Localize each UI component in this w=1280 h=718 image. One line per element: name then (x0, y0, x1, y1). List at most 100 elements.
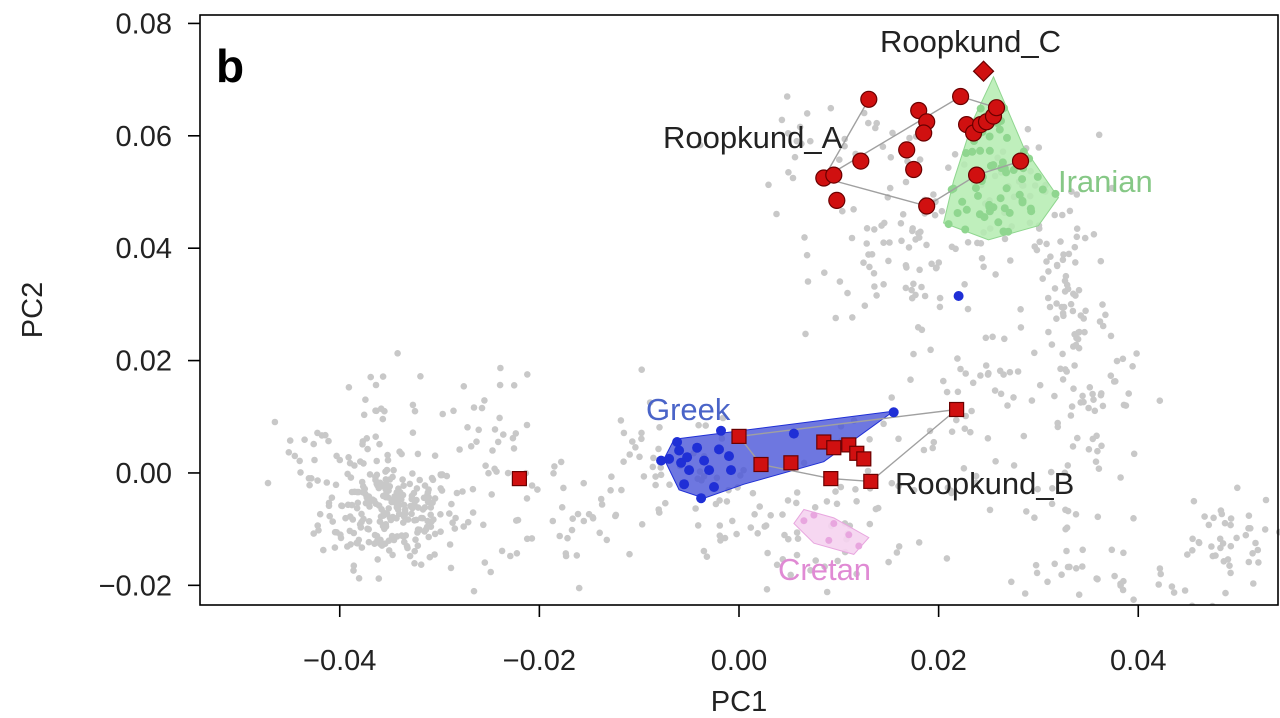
background-sample-dot (861, 302, 869, 310)
background-sample-dot (929, 444, 936, 452)
roopkund-b-point (753, 456, 769, 473)
background-sample-dot (1017, 306, 1024, 313)
background-sample-dot (620, 429, 628, 437)
background-sample-dot (1073, 233, 1081, 241)
background-sample-dot (872, 505, 880, 513)
background-sample-dot (1222, 589, 1229, 597)
background-sample-dot (1031, 514, 1038, 521)
background-sample-dot (636, 453, 643, 461)
background-sample-dot (1117, 474, 1124, 481)
background-sample-dot (886, 184, 894, 192)
background-sample-dot (887, 154, 895, 161)
background-sample-dot (1067, 300, 1075, 308)
greek-point (788, 428, 799, 439)
background-sample-dot (421, 504, 429, 511)
background-sample-dot (1045, 268, 1052, 275)
iranian-sample-dot (1002, 184, 1011, 193)
background-sample-dot (364, 445, 371, 453)
background-sample-dot (638, 429, 645, 437)
background-sample-dot (365, 538, 373, 546)
background-sample-dot (355, 575, 363, 582)
background-sample-dot (285, 449, 293, 456)
background-sample-dot (399, 476, 406, 483)
connector-line (823, 98, 870, 179)
background-sample-dot (1074, 335, 1082, 343)
background-sample-dot (1112, 378, 1119, 385)
greek-point (674, 445, 685, 456)
background-sample-dot (446, 541, 454, 548)
background-sample-dot (695, 421, 702, 429)
background-sample-dot (1031, 349, 1038, 357)
background-sample-dot (496, 414, 503, 422)
background-sample-dot (1059, 211, 1066, 219)
background-sample-dot (1017, 324, 1025, 331)
background-sample-dot (1051, 211, 1058, 219)
roopkund-a-point (852, 152, 870, 170)
panel-label: b (216, 40, 244, 92)
background-sample-dot (1097, 257, 1105, 265)
background-sample-dot (1023, 508, 1030, 515)
roopkund-b-point (731, 428, 747, 444)
background-sample-dot (764, 549, 771, 557)
background-sample-dot (662, 499, 669, 507)
background-sample-dot (1008, 578, 1015, 586)
background-sample-dot (1090, 231, 1098, 238)
background-sample-dot (897, 220, 905, 227)
roopkund-b-point (823, 471, 839, 487)
background-sample-dot (446, 510, 453, 517)
iranian-sample-dot (976, 104, 985, 113)
background-sample-dot (850, 206, 857, 213)
background-sample-dot (419, 514, 427, 522)
background-sample-dot (849, 314, 856, 321)
background-sample-dot (1062, 506, 1069, 514)
background-sample-dot (608, 473, 615, 481)
background-sample-dot (376, 440, 383, 448)
background-sample-dot (1001, 335, 1008, 343)
iranian-sample-dot (961, 225, 970, 234)
background-sample-dot (414, 529, 421, 536)
background-sample-dot (638, 366, 645, 374)
background-sample-dot (507, 552, 514, 560)
background-sample-dot (692, 505, 699, 512)
background-sample-dot (388, 532, 396, 540)
y-tick-label: 0.08 (116, 8, 172, 40)
cretan-sample-dot (855, 542, 863, 550)
background-sample-dot (411, 547, 419, 555)
background-sample-dot (1119, 586, 1127, 594)
background-sample-dot (380, 509, 388, 517)
background-sample-dot (1053, 261, 1061, 269)
background-sample-dot (459, 488, 466, 495)
x-tick-label: 0.04 (1110, 645, 1166, 677)
roopkund-a-point (905, 160, 923, 179)
background-sample-dot (357, 458, 364, 465)
background-sample-dot (1063, 524, 1071, 531)
roopkund-b-point (863, 473, 879, 489)
background-sample-dot (1095, 465, 1103, 473)
background-sample-dot (1113, 357, 1121, 365)
background-sample-dot (1099, 402, 1107, 410)
iranian-sample-dot (1015, 190, 1024, 199)
background-sample-dot (1047, 468, 1055, 476)
background-sample-dot (347, 474, 355, 481)
background-sample-dot (700, 547, 708, 555)
background-sample-dot (1063, 281, 1071, 289)
background-sample-dot (719, 414, 727, 422)
background-sample-dot (1080, 315, 1087, 322)
background-sample-dot (793, 551, 801, 559)
background-sample-dot (961, 425, 969, 433)
background-sample-dot (1133, 350, 1140, 357)
background-sample-dot (953, 416, 960, 424)
background-sample-dot (1068, 188, 1075, 195)
background-sample-dot (1077, 399, 1084, 406)
background-sample-dot (424, 491, 431, 499)
background-sample-dot (475, 426, 483, 434)
background-sample-dot (898, 237, 905, 245)
background-sample-dot (1051, 560, 1058, 568)
background-sample-dot (1205, 521, 1213, 529)
background-sample-dot (920, 446, 928, 454)
background-sample-dot (1090, 396, 1097, 404)
label-greek: Greek (646, 392, 731, 427)
background-sample-dot (986, 506, 994, 514)
background-sample-dot (393, 489, 401, 496)
background-sample-dot (836, 278, 844, 285)
